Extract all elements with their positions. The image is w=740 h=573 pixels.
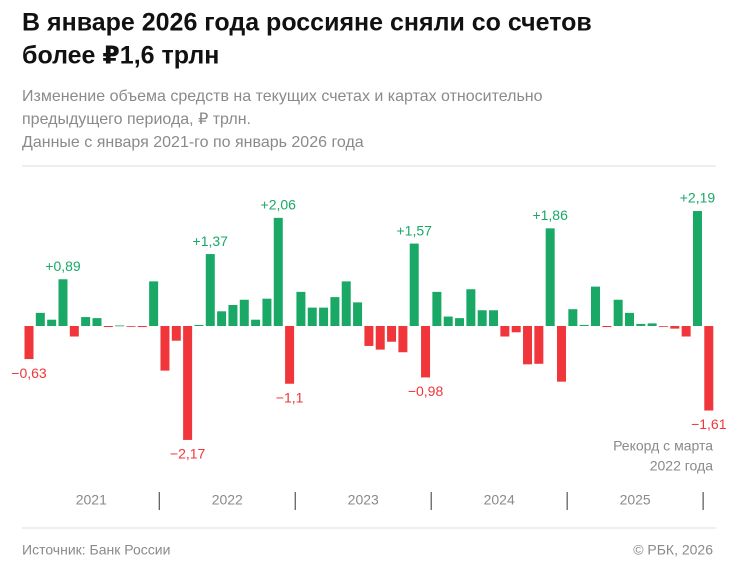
bar xyxy=(364,326,374,346)
bar xyxy=(149,281,159,326)
bar xyxy=(387,326,397,342)
data-label: −0,63 xyxy=(11,365,47,381)
annotation: 2022 года xyxy=(650,458,713,474)
copyright: © РБК, 2026 xyxy=(633,542,713,558)
bar xyxy=(35,312,45,326)
bar xyxy=(296,291,306,326)
chart-title: В январе 2026 года россияне сняли со сче… xyxy=(22,9,592,37)
bar xyxy=(341,281,351,326)
bar xyxy=(466,289,476,326)
bar xyxy=(58,279,68,326)
bar xyxy=(443,316,453,326)
data-label: −1,1 xyxy=(276,389,304,405)
data-label: +0,89 xyxy=(45,258,81,274)
bar xyxy=(92,318,102,326)
x-group-label: 2025 xyxy=(620,492,651,508)
bar xyxy=(545,228,555,326)
bar xyxy=(681,326,691,337)
bar xyxy=(228,305,238,326)
bar xyxy=(273,217,283,326)
bar xyxy=(658,326,668,327)
bar xyxy=(692,211,702,326)
bar xyxy=(194,324,204,326)
bar xyxy=(670,326,680,329)
bar xyxy=(103,326,113,328)
bar xyxy=(523,326,533,365)
x-group-label: 2024 xyxy=(484,492,515,508)
bar xyxy=(81,317,91,326)
bar xyxy=(534,326,544,364)
bar xyxy=(251,319,261,326)
chart-subtitle: Данные с января 2021-го по январь 2026 г… xyxy=(22,134,364,151)
x-group-label: 2023 xyxy=(348,492,379,508)
bar xyxy=(704,326,714,411)
bar xyxy=(307,307,317,326)
bar xyxy=(330,297,340,326)
bar xyxy=(624,312,634,326)
bar xyxy=(602,326,612,328)
source: Источник: Банк России xyxy=(22,542,170,558)
bar xyxy=(262,298,272,326)
chart-subtitle: Изменение объема средств на текущих счет… xyxy=(22,88,543,105)
bar xyxy=(455,318,465,326)
data-label: +2,06 xyxy=(261,197,297,213)
data-label: +1,37 xyxy=(193,233,229,249)
data-label: +1,86 xyxy=(532,207,568,223)
bar xyxy=(477,310,487,326)
bar xyxy=(183,326,193,440)
data-label: −0,98 xyxy=(408,383,444,399)
bar xyxy=(568,309,578,326)
bar xyxy=(319,307,329,326)
bar xyxy=(398,326,408,353)
bar xyxy=(24,326,34,360)
bar xyxy=(500,326,510,337)
bar xyxy=(115,325,125,327)
x-group-label: 2021 xyxy=(76,492,107,508)
bar xyxy=(511,326,521,333)
bar xyxy=(636,323,646,326)
bar xyxy=(613,299,623,326)
bar xyxy=(205,254,215,326)
annotation: Рекорд с марта xyxy=(613,438,713,454)
data-label: +1,57 xyxy=(397,222,433,238)
bar xyxy=(217,311,227,326)
bar xyxy=(579,324,589,326)
bar xyxy=(160,326,170,371)
bar xyxy=(353,302,363,326)
bar xyxy=(421,326,431,378)
bar xyxy=(69,326,79,337)
bar xyxy=(239,299,249,326)
chart-title: более ₽1,6 трлн xyxy=(22,42,219,70)
x-group-label: 2022 xyxy=(212,492,243,508)
bar xyxy=(489,310,499,326)
bar xyxy=(375,326,385,350)
bar xyxy=(647,323,657,326)
bar xyxy=(137,326,147,328)
data-label: −2,17 xyxy=(170,446,206,462)
data-label: +2,19 xyxy=(680,190,716,206)
chart-subtitle: предыдущего периода, ₽ трлн. xyxy=(22,111,251,128)
bar xyxy=(47,319,57,326)
data-label: −1,61 xyxy=(691,416,727,432)
bar xyxy=(126,326,136,327)
bar xyxy=(171,326,181,341)
bar xyxy=(409,243,419,326)
bar xyxy=(557,326,567,382)
bar xyxy=(285,326,295,384)
bar xyxy=(432,291,442,326)
bar xyxy=(591,286,600,326)
